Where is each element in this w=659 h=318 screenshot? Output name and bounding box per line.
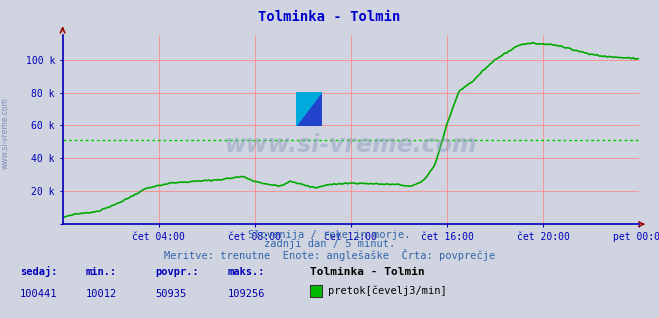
Text: Tolminka - Tolmin: Tolminka - Tolmin	[258, 10, 401, 24]
Text: pretok[čevelj3/min]: pretok[čevelj3/min]	[328, 285, 446, 296]
Text: min.:: min.:	[86, 267, 117, 277]
Text: povpr.:: povpr.:	[155, 267, 198, 277]
Text: 50935: 50935	[155, 289, 186, 299]
Text: 100441: 100441	[20, 289, 57, 299]
Text: www.si-vreme.com: www.si-vreme.com	[225, 133, 477, 157]
Text: maks.:: maks.:	[227, 267, 265, 277]
Text: zadnji dan / 5 minut.: zadnji dan / 5 minut.	[264, 239, 395, 249]
Text: Tolminka - Tolmin: Tolminka - Tolmin	[310, 267, 424, 277]
Text: www.si-vreme.com: www.si-vreme.com	[1, 98, 10, 169]
Text: Slovenija / reke in morje.: Slovenija / reke in morje.	[248, 230, 411, 240]
Text: 10012: 10012	[86, 289, 117, 299]
Text: sedaj:: sedaj:	[20, 266, 57, 277]
Text: 109256: 109256	[227, 289, 265, 299]
Text: Meritve: trenutne  Enote: anglešaške  Črta: povprečje: Meritve: trenutne Enote: anglešaške Črta…	[164, 249, 495, 261]
